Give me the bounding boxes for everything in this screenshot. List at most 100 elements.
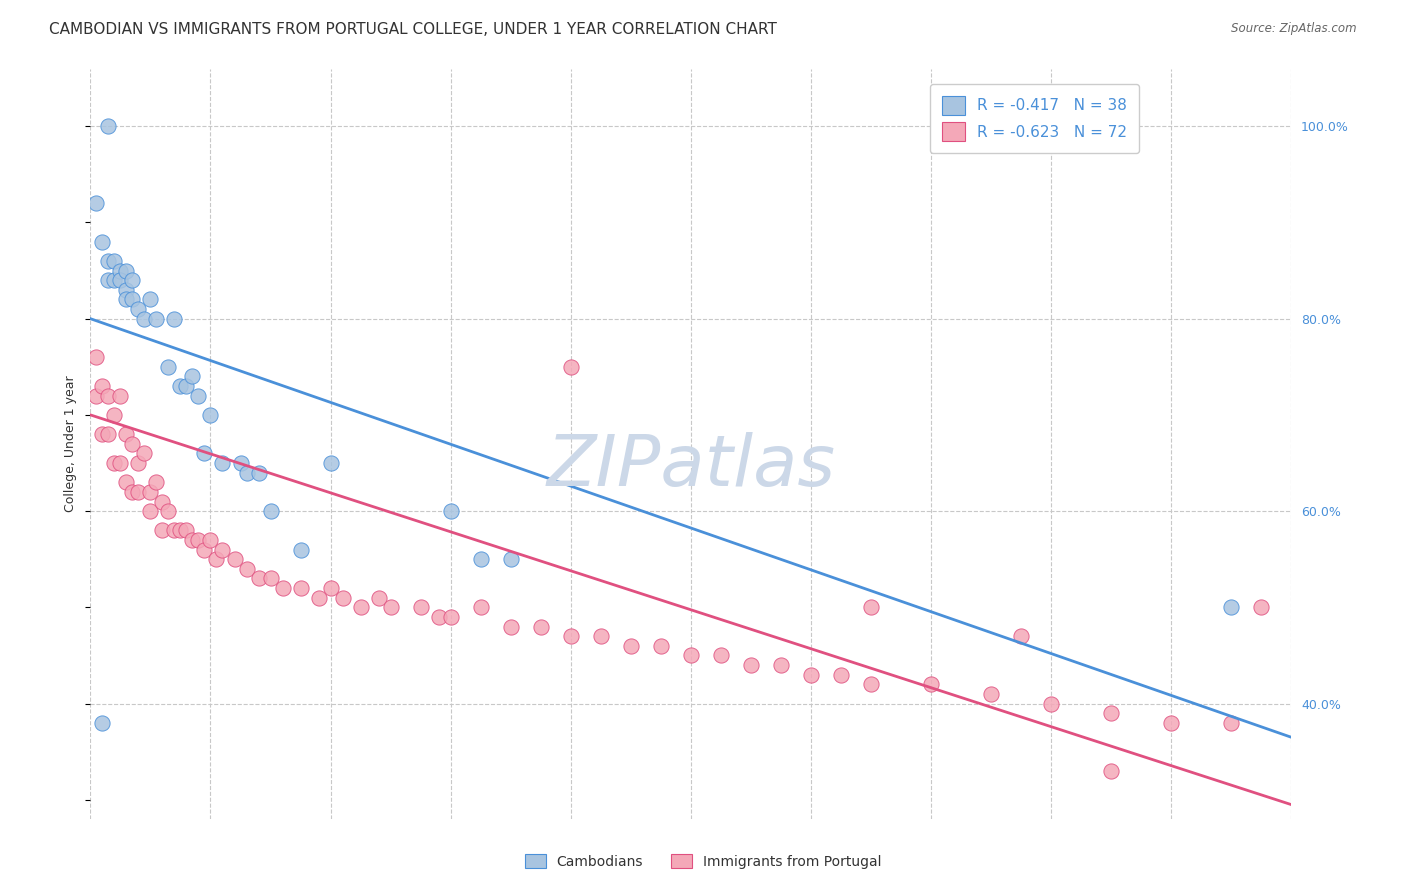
Point: [650, 639, 672, 653]
Point: [470, 600, 492, 615]
Point: [163, 524, 186, 538]
Point: [235, 562, 257, 576]
Point: [187, 389, 209, 403]
Point: [152, 524, 174, 538]
Point: [259, 504, 281, 518]
Point: [115, 427, 138, 442]
Point: [157, 359, 180, 374]
Point: [91, 379, 114, 393]
Point: [290, 581, 312, 595]
Point: [181, 533, 204, 547]
Point: [86, 196, 108, 211]
Point: [121, 436, 143, 450]
Point: [103, 273, 125, 287]
Point: [470, 552, 492, 566]
Point: [134, 311, 156, 326]
Point: [139, 293, 162, 307]
Point: [110, 273, 132, 287]
Legend: Cambodians, Immigrants from Portugal: Cambodians, Immigrants from Portugal: [519, 848, 887, 874]
Point: [499, 552, 522, 566]
Point: [1160, 715, 1182, 730]
Point: [103, 408, 125, 422]
Point: [920, 677, 942, 691]
Point: [620, 639, 643, 653]
Point: [319, 456, 342, 470]
Point: [271, 581, 294, 595]
Point: [115, 475, 138, 490]
Point: [740, 658, 762, 673]
Point: [145, 475, 167, 490]
Point: [859, 677, 882, 691]
Point: [679, 648, 702, 663]
Point: [830, 667, 852, 681]
Point: [332, 591, 354, 605]
Point: [1220, 600, 1243, 615]
Point: [530, 619, 553, 633]
Point: [409, 600, 432, 615]
Point: [97, 389, 120, 403]
Point: [115, 293, 138, 307]
Point: [200, 533, 222, 547]
Point: [110, 263, 132, 277]
Point: [121, 484, 143, 499]
Point: [187, 533, 209, 547]
Point: [134, 446, 156, 460]
Point: [91, 427, 114, 442]
Legend: R = -0.417   N = 38, R = -0.623   N = 72: R = -0.417 N = 38, R = -0.623 N = 72: [929, 84, 1139, 153]
Point: [91, 715, 114, 730]
Point: [121, 273, 143, 287]
Point: [97, 120, 120, 134]
Point: [97, 254, 120, 268]
Point: [193, 542, 215, 557]
Point: [115, 263, 138, 277]
Point: [110, 456, 132, 470]
Point: [229, 456, 252, 470]
Point: [1250, 600, 1272, 615]
Point: [139, 484, 162, 499]
Point: [560, 629, 582, 643]
Point: [127, 456, 149, 470]
Point: [193, 446, 215, 460]
Point: [169, 524, 191, 538]
Point: [980, 687, 1002, 701]
Point: [290, 542, 312, 557]
Point: [440, 610, 463, 624]
Point: [91, 235, 114, 249]
Point: [86, 350, 108, 364]
Point: [1010, 629, 1032, 643]
Point: [139, 504, 162, 518]
Point: [176, 524, 198, 538]
Point: [560, 359, 582, 374]
Point: [103, 254, 125, 268]
Point: [211, 542, 233, 557]
Point: [859, 600, 882, 615]
Point: [769, 658, 792, 673]
Point: [235, 466, 257, 480]
Point: [499, 619, 522, 633]
Point: [121, 293, 143, 307]
Text: ZIPatlas: ZIPatlas: [547, 432, 835, 500]
Point: [97, 427, 120, 442]
Point: [200, 408, 222, 422]
Text: Source: ZipAtlas.com: Source: ZipAtlas.com: [1232, 22, 1357, 36]
Point: [1040, 697, 1063, 711]
Point: [589, 629, 612, 643]
Point: [205, 552, 228, 566]
Point: [308, 591, 330, 605]
Y-axis label: College, Under 1 year: College, Under 1 year: [65, 376, 77, 512]
Point: [157, 504, 180, 518]
Text: CAMBODIAN VS IMMIGRANTS FROM PORTUGAL COLLEGE, UNDER 1 YEAR CORRELATION CHART: CAMBODIAN VS IMMIGRANTS FROM PORTUGAL CO…: [49, 22, 778, 37]
Point: [247, 466, 270, 480]
Point: [440, 504, 463, 518]
Point: [259, 572, 281, 586]
Point: [710, 648, 733, 663]
Point: [319, 581, 342, 595]
Point: [1099, 706, 1122, 721]
Point: [145, 311, 167, 326]
Point: [380, 600, 402, 615]
Point: [1220, 715, 1243, 730]
Point: [1099, 764, 1122, 778]
Point: [127, 484, 149, 499]
Point: [367, 591, 389, 605]
Point: [163, 311, 186, 326]
